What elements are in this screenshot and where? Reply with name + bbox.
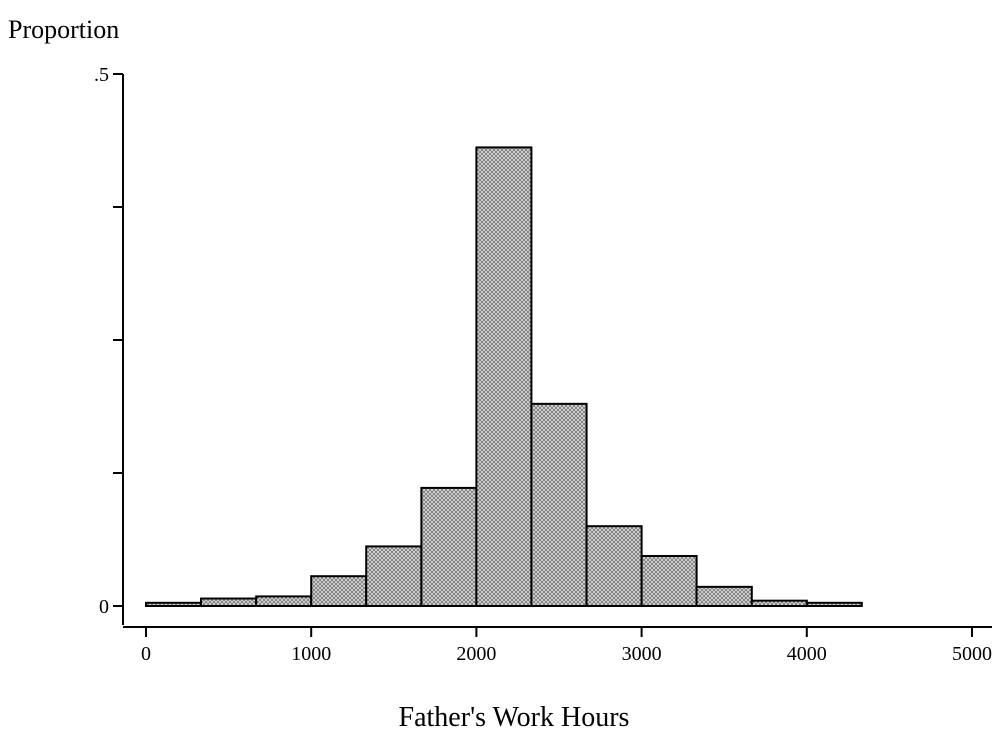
histogram-bar: [200, 597, 258, 608]
histogram-bar: [145, 601, 203, 607]
histogram-bar: [805, 601, 863, 607]
x-axis-title: Father's Work Hours: [399, 702, 630, 733]
x-tick-label: 0: [141, 643, 151, 665]
x-tick-label: 5000: [952, 643, 992, 665]
y-tick-label: .5: [94, 64, 109, 86]
bars-group: [145, 146, 863, 608]
y-tick-label: 0: [99, 596, 109, 618]
histogram-bar: [365, 545, 423, 608]
histogram-bar: [255, 595, 313, 608]
y-axis: 0.5: [94, 64, 124, 625]
histogram-bar: [530, 402, 588, 607]
histogram-bar: [640, 554, 698, 608]
x-axis: 0 1000 2000 3000 4000 5000: [123, 626, 992, 665]
x-tick-label: 4000: [787, 643, 827, 665]
x-tick-label: 2000: [456, 643, 496, 665]
y-axis-title: Proportion: [8, 15, 119, 44]
x-tick-label: 3000: [622, 643, 662, 665]
histogram-bar: [310, 575, 368, 608]
histogram-bar: [475, 146, 533, 608]
x-tick-label: 1000: [291, 643, 331, 665]
histogram-bar: [750, 599, 808, 607]
histogram-bar: [420, 486, 478, 607]
histogram-bar: [585, 525, 643, 608]
histogram-bar: [695, 585, 753, 608]
